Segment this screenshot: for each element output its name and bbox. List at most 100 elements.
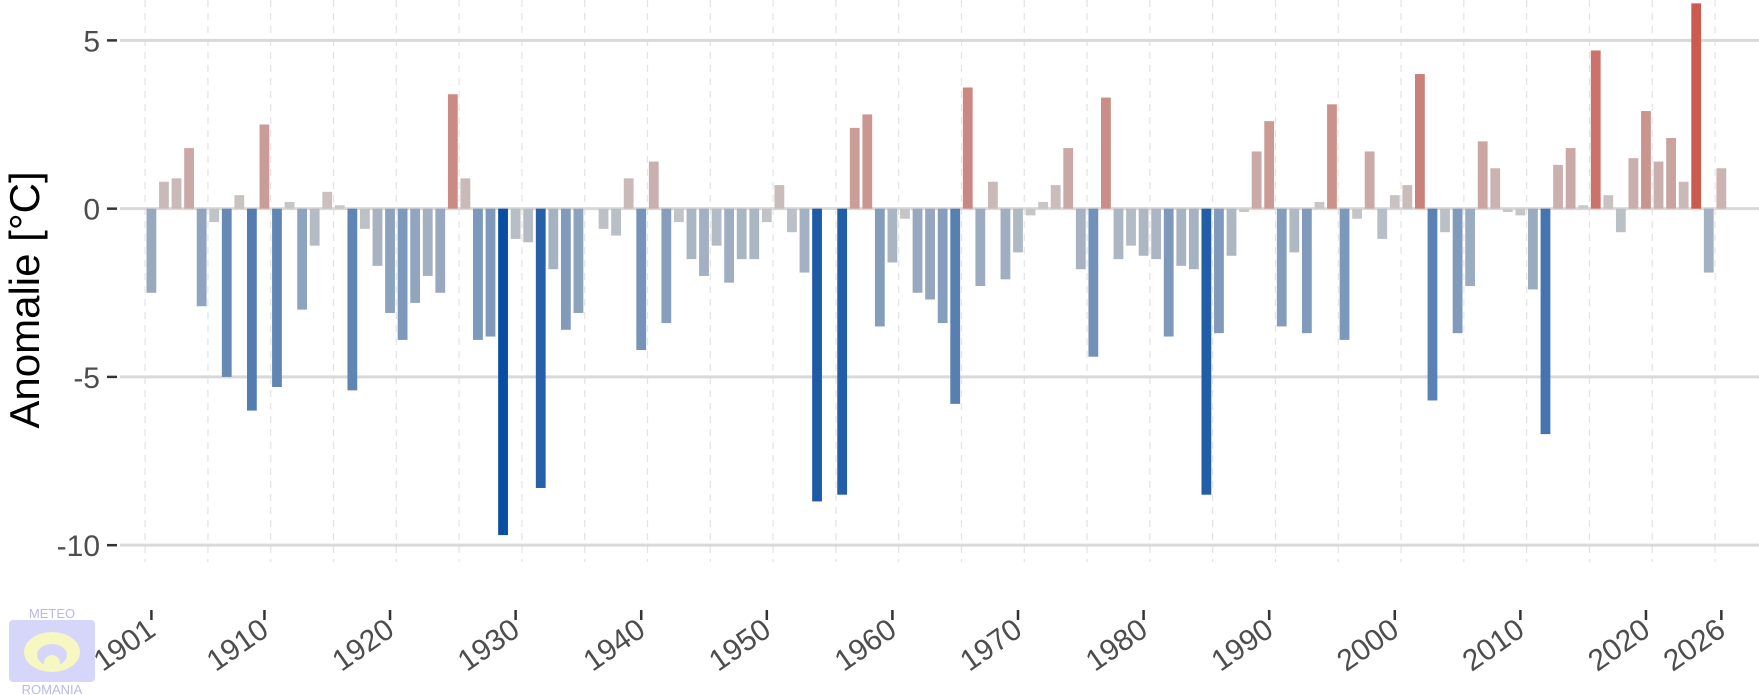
bar-1906	[209, 208, 220, 223]
bar-1904	[184, 148, 194, 209]
bar-2021	[1653, 161, 1664, 209]
bar-1905	[196, 208, 207, 307]
bar-1953	[799, 208, 810, 273]
bar-1962	[912, 208, 923, 293]
bars	[146, 3, 1727, 536]
x-tick-label: 1930	[452, 613, 526, 678]
bar-1918	[360, 208, 370, 229]
bar-2024	[1691, 3, 1702, 209]
bar-1967	[975, 208, 986, 287]
bar-1970	[1013, 208, 1023, 253]
bar-1987	[1226, 208, 1237, 256]
bar-1975	[1075, 208, 1086, 270]
bar-1925	[447, 94, 458, 209]
bar-1923	[422, 208, 433, 276]
bar-1985	[1201, 208, 1212, 495]
bar-2012	[1540, 208, 1551, 435]
bar-2018	[1615, 208, 1626, 233]
bar-1921	[397, 208, 408, 340]
bar-1961	[900, 208, 910, 219]
bar-1966	[962, 87, 973, 209]
bar-1909	[246, 208, 257, 411]
bar-1984	[1188, 208, 1199, 270]
bar-1957	[849, 127, 860, 209]
bar-2004	[1440, 208, 1450, 233]
bar-1941	[648, 161, 659, 209]
bar-1931	[523, 208, 534, 243]
meteo-romania-logo: METEO ROMANIA	[9, 606, 95, 695]
bar-1910	[259, 124, 270, 209]
bar-1928	[485, 208, 496, 337]
bar-1937	[598, 208, 609, 229]
x-tick-label: 1901	[88, 613, 162, 678]
bar-1959	[874, 208, 885, 327]
bar-1943	[673, 208, 684, 223]
bar-1958	[862, 114, 873, 209]
bar-1942	[661, 208, 672, 324]
bar-1997	[1352, 208, 1362, 219]
bar-2005	[1452, 208, 1463, 334]
bar-2008	[1490, 168, 1501, 209]
bar-1915	[322, 191, 333, 209]
bar-1996	[1339, 208, 1350, 340]
bar-1963	[925, 208, 935, 300]
bar-1989	[1251, 151, 1262, 209]
bar-1980	[1138, 208, 1149, 256]
bar-1940	[636, 208, 647, 350]
bar-1982	[1163, 208, 1174, 337]
y-tick-label: 0	[83, 194, 100, 227]
bar-1913	[297, 208, 308, 310]
bar-1999	[1377, 208, 1388, 239]
bar-1991	[1276, 208, 1287, 327]
bar-1950	[761, 208, 772, 223]
bar-1968	[987, 181, 998, 209]
bar-2009	[1502, 208, 1513, 213]
bar-1927	[473, 208, 483, 340]
bar-1919	[372, 208, 383, 266]
x-tick-label: 1980	[1080, 613, 1154, 678]
x-tick-label: 2026	[1658, 613, 1732, 678]
bar-2017	[1603, 195, 1614, 209]
bar-1990	[1264, 121, 1275, 209]
bar-1926	[460, 178, 471, 209]
bar-2019	[1628, 158, 1639, 209]
y-tick-label: 5	[83, 25, 100, 58]
bar-2011	[1528, 208, 1538, 290]
bar-2020	[1641, 111, 1651, 209]
bar-1969	[1000, 208, 1011, 280]
x-tick-label: 1990	[1206, 613, 1280, 678]
bar-1974	[1063, 148, 1074, 209]
bar-1908	[234, 195, 245, 209]
bar-1988	[1239, 208, 1249, 213]
x-axis: 1901 1910 1920 1930 1940 1950 1960 1970 1980 1990…	[88, 610, 1732, 678]
bar-1992	[1289, 208, 1300, 253]
bar-1935	[573, 208, 584, 313]
bar-1960	[887, 208, 898, 263]
bar-2013	[1553, 164, 1563, 209]
bar-1952	[787, 208, 797, 233]
bar-2007	[1477, 141, 1488, 209]
bar-2000	[1389, 195, 1400, 209]
bar-1978	[1113, 208, 1124, 260]
y-tick-label: -5	[73, 362, 100, 395]
y-tick-label: -10	[57, 530, 100, 563]
bar-1933	[548, 208, 559, 270]
bar-1972	[1038, 201, 1049, 209]
bar-2016	[1590, 50, 1601, 209]
bar-2022	[1666, 137, 1676, 209]
bar-1956	[837, 208, 848, 495]
bar-1907	[221, 208, 232, 377]
bar-1934	[560, 208, 571, 330]
bar-1947	[724, 208, 735, 283]
bar-1946	[711, 208, 722, 246]
bar-1965	[950, 208, 961, 404]
bar-1949	[749, 208, 760, 260]
bar-1995	[1327, 104, 1337, 209]
bar-1901	[146, 208, 157, 293]
bar-2023	[1678, 181, 1689, 209]
bar-1944	[686, 208, 697, 260]
bar-1976	[1088, 208, 1099, 357]
bar-2003	[1427, 208, 1438, 401]
bar-2026	[1716, 168, 1727, 209]
